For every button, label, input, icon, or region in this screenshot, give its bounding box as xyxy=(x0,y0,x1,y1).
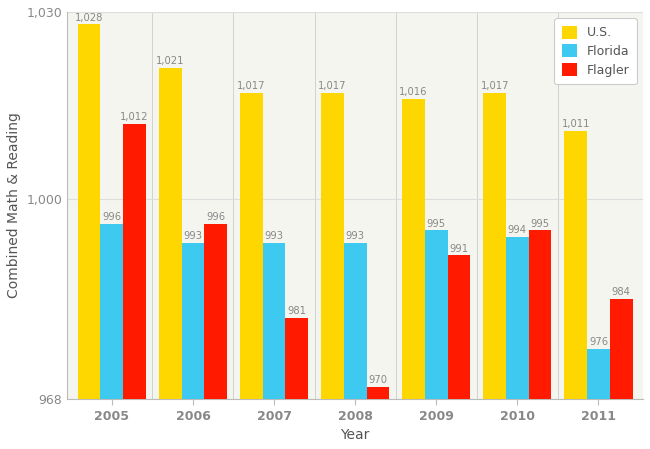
Text: 995: 995 xyxy=(426,219,446,229)
Legend: U.S., Florida, Flagler: U.S., Florida, Flagler xyxy=(554,18,637,84)
Bar xyxy=(124,124,146,449)
Text: 984: 984 xyxy=(612,287,630,297)
Bar xyxy=(78,24,101,449)
Text: 1,017: 1,017 xyxy=(480,81,509,91)
Text: 1,012: 1,012 xyxy=(120,112,149,123)
Text: 1,021: 1,021 xyxy=(156,56,185,66)
Bar xyxy=(402,99,425,449)
Bar xyxy=(484,93,506,449)
Bar xyxy=(101,224,124,449)
Text: 993: 993 xyxy=(183,231,202,241)
Text: 996: 996 xyxy=(102,212,122,222)
Bar xyxy=(448,255,471,449)
Text: 993: 993 xyxy=(265,231,283,241)
Bar xyxy=(506,237,528,449)
Text: 1,028: 1,028 xyxy=(75,13,103,22)
Bar xyxy=(204,224,227,449)
Text: 996: 996 xyxy=(206,212,225,222)
Bar xyxy=(240,93,263,449)
Text: 976: 976 xyxy=(589,337,608,347)
Text: 1,017: 1,017 xyxy=(318,81,346,91)
Bar xyxy=(181,243,204,449)
Text: 1,011: 1,011 xyxy=(562,119,590,129)
Text: 1,017: 1,017 xyxy=(237,81,266,91)
Bar xyxy=(564,131,587,449)
Text: 994: 994 xyxy=(508,225,527,235)
Bar xyxy=(263,243,285,449)
Bar xyxy=(344,243,367,449)
Text: 1,016: 1,016 xyxy=(399,88,428,97)
Text: 995: 995 xyxy=(530,219,550,229)
Bar xyxy=(285,318,308,449)
Bar xyxy=(159,68,181,449)
Bar xyxy=(587,349,610,449)
X-axis label: Year: Year xyxy=(341,428,370,442)
Text: 991: 991 xyxy=(449,244,469,254)
Y-axis label: Combined Math & Reading: Combined Math & Reading xyxy=(7,113,21,299)
Bar xyxy=(528,230,551,449)
Bar xyxy=(321,93,344,449)
Bar xyxy=(425,230,448,449)
Text: 981: 981 xyxy=(287,306,306,316)
Text: 970: 970 xyxy=(369,375,387,385)
Bar xyxy=(367,387,389,449)
Text: 993: 993 xyxy=(346,231,365,241)
Bar xyxy=(610,299,632,449)
